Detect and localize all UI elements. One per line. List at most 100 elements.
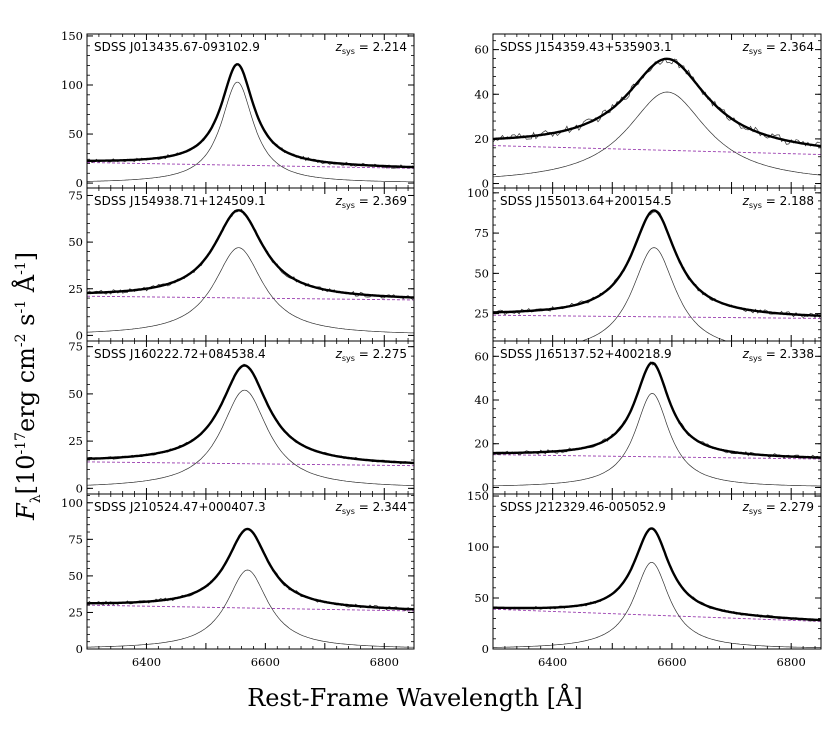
- object-name: SDSS J212329.46-005052.9: [500, 500, 666, 514]
- x-tick-label: 6400: [538, 655, 567, 669]
- spectrum-panel: 0 20 40 60 SDSS J165137.52+400218.9 zsys = 2.…: [474, 340, 822, 495]
- panel-frame: [86, 187, 415, 342]
- continuum-line: [87, 461, 414, 467]
- continuum-line: [87, 295, 414, 301]
- redshift-label: zsys = 2.279: [742, 500, 814, 516]
- fit-line: [87, 209, 414, 299]
- object-name: SDSS J210524.47+000407.3: [94, 500, 266, 514]
- y-tick-label: 50: [68, 387, 83, 401]
- object-name: SDSS J160222.72+084538.4: [94, 347, 266, 361]
- object-name: SDSS J154938.71+124509.1: [94, 194, 266, 208]
- spectrum-panel: 0 20 40 60 SDSS J154359.43+535903.1 zsys = 2.…: [474, 33, 822, 191]
- continuum-line: [493, 314, 821, 319]
- spectrum-panel: 0 25 50 75 100 6400 6600 6800 SDSS J210524.47+00…: [61, 493, 415, 669]
- y-tick-label: 50: [68, 235, 83, 249]
- spectrum-panel: 0 50 100 150 6400 6600 6800 SDSS J212329.46-005…: [467, 489, 822, 669]
- y-tick-label: 100: [61, 78, 83, 92]
- y-tick-label: 75: [68, 340, 83, 354]
- y-tick-label: 75: [68, 532, 83, 546]
- y-tick-label: 0: [482, 177, 489, 191]
- redshift-label: zsys = 2.344: [335, 500, 407, 516]
- fit-line: [493, 361, 821, 459]
- y-tick-label: 0: [76, 642, 83, 656]
- redshift-label: zsys = 2.364: [742, 40, 814, 56]
- y-tick-label: 0: [482, 480, 489, 494]
- y-tick-label: 75: [474, 226, 489, 240]
- continuum-line: [87, 162, 414, 169]
- y-tick-label: 0: [482, 642, 489, 656]
- spectrum-panel: 0 25 50 75 SDSS J160222.72+084538.4 zsys = 2.…: [68, 340, 415, 495]
- component-line: [493, 91, 821, 178]
- y-tick-label: 50: [474, 591, 489, 605]
- x-tick-label: 6800: [370, 655, 399, 669]
- fit-line: [493, 209, 821, 317]
- y-tick-label: 25: [68, 434, 83, 448]
- x-tick-label: 6800: [777, 655, 806, 669]
- component-line: [87, 569, 414, 648]
- y-tick-label: 100: [467, 540, 489, 554]
- y-tick-label: 100: [467, 186, 489, 200]
- component-line: [87, 247, 414, 334]
- fit-line: [87, 527, 414, 611]
- fit-line: [493, 527, 821, 622]
- observed-spectrum-line: [493, 361, 821, 459]
- continuum-line: [493, 145, 821, 155]
- object-name: SDSS J154359.43+535903.1: [500, 40, 672, 54]
- y-tick-label: 25: [68, 282, 83, 296]
- spectrum-panel: 0 50 100 150 SDSS J013435.67-093102.9 zsys = …: [61, 29, 415, 190]
- y-tick-label: 0: [76, 176, 83, 190]
- y-tick-label: 40: [474, 393, 489, 407]
- object-name: SDSS J165137.52+400218.9: [500, 347, 672, 361]
- observed-spectrum-line: [87, 528, 413, 611]
- y-tick-label: 150: [467, 489, 489, 503]
- panel-frame: [492, 493, 822, 650]
- redshift-label: zsys = 2.188: [742, 194, 814, 210]
- spectrum-panel: 25 50 75 100 SDSS J155013.64+200154.5 zsys = …: [467, 186, 822, 342]
- fit-line: [493, 57, 821, 148]
- y-tick-label: 40: [474, 87, 489, 101]
- observed-spectrum-line: [87, 363, 413, 465]
- y-tick-label: 50: [68, 569, 83, 583]
- component-line: [87, 81, 414, 183]
- y-tick-label: 0: [76, 481, 83, 495]
- observed-spectrum-line: [493, 210, 821, 319]
- panel-frame: [86, 493, 415, 650]
- object-name: SDSS J155013.64+200154.5: [500, 194, 672, 208]
- x-axis-label: Rest-Frame Wavelength [Å]: [247, 684, 583, 712]
- y-axis-label: Fλ[10-17erg cm-2 s-1 Å-1]: [12, 251, 44, 520]
- observed-spectrum-line: [87, 64, 413, 169]
- y-tick-label: 60: [474, 349, 489, 363]
- y-tick-label: 25: [68, 605, 83, 619]
- y-tick-label: 100: [61, 496, 83, 510]
- x-tick-label: 6600: [251, 655, 280, 669]
- redshift-label: zsys = 2.369: [335, 194, 407, 210]
- component-line: [87, 389, 414, 486]
- x-tick-label: 6400: [132, 655, 161, 669]
- fit-line: [87, 63, 414, 169]
- y-tick-label: 50: [474, 266, 489, 280]
- panel-frame: [86, 340, 415, 495]
- redshift-label: zsys = 2.338: [742, 347, 814, 363]
- y-tick-label: 0: [76, 328, 83, 342]
- spectrum-panel: 0 25 50 75 SDSS J154938.71+124509.1 zsys = 2.…: [68, 187, 415, 342]
- y-tick-label: 20: [474, 132, 489, 146]
- continuum-line: [87, 604, 414, 612]
- panel-frame: [492, 340, 822, 495]
- fit-line: [87, 364, 414, 465]
- component-line: [580, 247, 728, 341]
- object-name: SDSS J013435.67-093102.9: [94, 40, 260, 54]
- redshift-label: zsys = 2.214: [335, 40, 407, 56]
- y-tick-label: 25: [474, 307, 489, 321]
- y-tick-label: 50: [68, 127, 83, 141]
- component-line: [493, 561, 821, 648]
- y-tick-label: 150: [61, 29, 83, 43]
- y-tick-label: 75: [68, 188, 83, 202]
- y-tick-label: 60: [474, 43, 489, 57]
- component-line: [493, 393, 821, 487]
- y-tick-label: 20: [474, 437, 489, 451]
- redshift-label: zsys = 2.275: [335, 347, 407, 363]
- observed-spectrum-line: [493, 57, 820, 147]
- x-tick-label: 6600: [657, 655, 686, 669]
- panel-frame: [492, 33, 822, 189]
